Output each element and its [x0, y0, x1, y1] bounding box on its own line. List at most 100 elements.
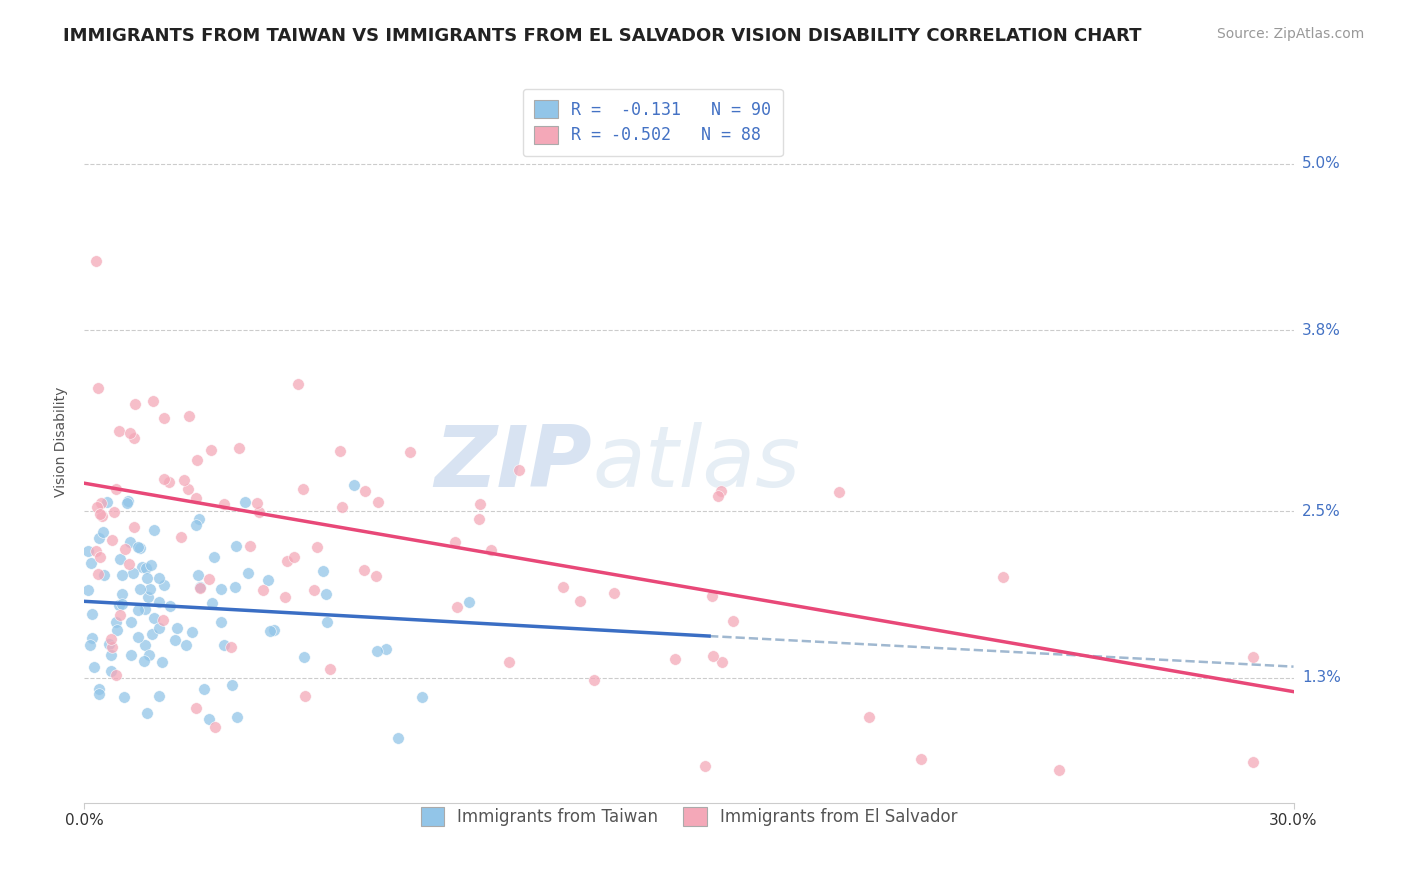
Point [148, 595, 170, 609]
Point [122, 431, 145, 445]
Point [212, 497, 235, 511]
Point [89, 550, 111, 565]
Point [353, 563, 375, 577]
Point [707, 489, 730, 503]
Point [364, 568, 387, 582]
Point [238, 566, 260, 580]
Point [141, 558, 163, 572]
Point [131, 560, 153, 574]
Point [166, 622, 188, 636]
Point [399, 445, 422, 459]
Point [252, 582, 274, 597]
Point [186, 701, 208, 715]
Point [187, 567, 209, 582]
Point [315, 587, 337, 601]
Point [134, 638, 156, 652]
Point [209, 582, 232, 597]
Point [127, 541, 149, 555]
Point [603, 585, 626, 599]
Point [104, 482, 127, 496]
Point [148, 689, 170, 703]
Point [444, 534, 467, 549]
Point [100, 640, 122, 655]
Point [710, 483, 733, 498]
Point [307, 540, 329, 554]
Point [256, 573, 278, 587]
Point [96, 494, 118, 508]
Point [143, 611, 166, 625]
Point [330, 500, 353, 515]
Point [353, 483, 375, 498]
Point [86, 544, 108, 558]
Point [219, 640, 242, 654]
Text: 3.8%: 3.8% [1302, 323, 1341, 338]
Text: IMMIGRANTS FROM TAIWAN VS IMMIGRANTS FROM EL SALVADOR VISION DISABILITY CORRELAT: IMMIGRANTS FROM TAIWAN VS IMMIGRANTS FRO… [63, 27, 1142, 45]
Point [186, 491, 208, 506]
Point [77, 583, 100, 598]
Point [118, 557, 141, 571]
Point [582, 673, 605, 688]
Point [287, 377, 309, 392]
Point [318, 662, 340, 676]
Point [100, 664, 122, 678]
Point [186, 452, 208, 467]
Point [446, 600, 468, 615]
Point [315, 615, 337, 629]
Point [93, 567, 115, 582]
Point [117, 494, 139, 508]
Point [152, 472, 174, 486]
Point [136, 706, 159, 720]
Point [200, 442, 222, 457]
Point [150, 655, 173, 669]
Point [411, 690, 433, 705]
Text: atlas: atlas [592, 422, 800, 505]
Point [181, 625, 204, 640]
Point [115, 496, 138, 510]
Point [177, 483, 200, 497]
Point [108, 424, 131, 438]
Point [721, 614, 744, 628]
Point [188, 581, 211, 595]
Point [89, 532, 111, 546]
Point [387, 731, 409, 745]
Point [138, 648, 160, 663]
Point [198, 572, 221, 586]
Point [212, 638, 235, 652]
Point [910, 752, 932, 766]
Point [468, 497, 491, 511]
Point [87, 681, 110, 696]
Point [143, 523, 166, 537]
Point [228, 442, 250, 456]
Point [187, 511, 209, 525]
Legend: Immigrants from Taiwan, Immigrants from El Salvador: Immigrants from Taiwan, Immigrants from … [409, 796, 969, 838]
Point [224, 580, 246, 594]
Point [693, 759, 716, 773]
Point [148, 571, 170, 585]
Point [198, 712, 221, 726]
Point [259, 624, 281, 638]
Point [827, 485, 849, 500]
Point [188, 580, 211, 594]
Point [110, 552, 132, 566]
Point [86, 500, 108, 514]
Point [991, 570, 1014, 584]
Point [343, 478, 366, 492]
Point [366, 644, 388, 658]
Point [858, 710, 880, 724]
Point [179, 409, 201, 424]
Point [79, 638, 101, 652]
Point [152, 613, 174, 627]
Point [457, 595, 479, 609]
Point [112, 690, 135, 705]
Point [142, 394, 165, 409]
Point [304, 583, 326, 598]
Point [111, 587, 134, 601]
Point [283, 549, 305, 564]
Point [100, 648, 122, 663]
Point [157, 475, 180, 490]
Point [221, 678, 243, 692]
Point [80, 631, 103, 645]
Point [118, 425, 141, 440]
Point [148, 622, 170, 636]
Point [201, 596, 224, 610]
